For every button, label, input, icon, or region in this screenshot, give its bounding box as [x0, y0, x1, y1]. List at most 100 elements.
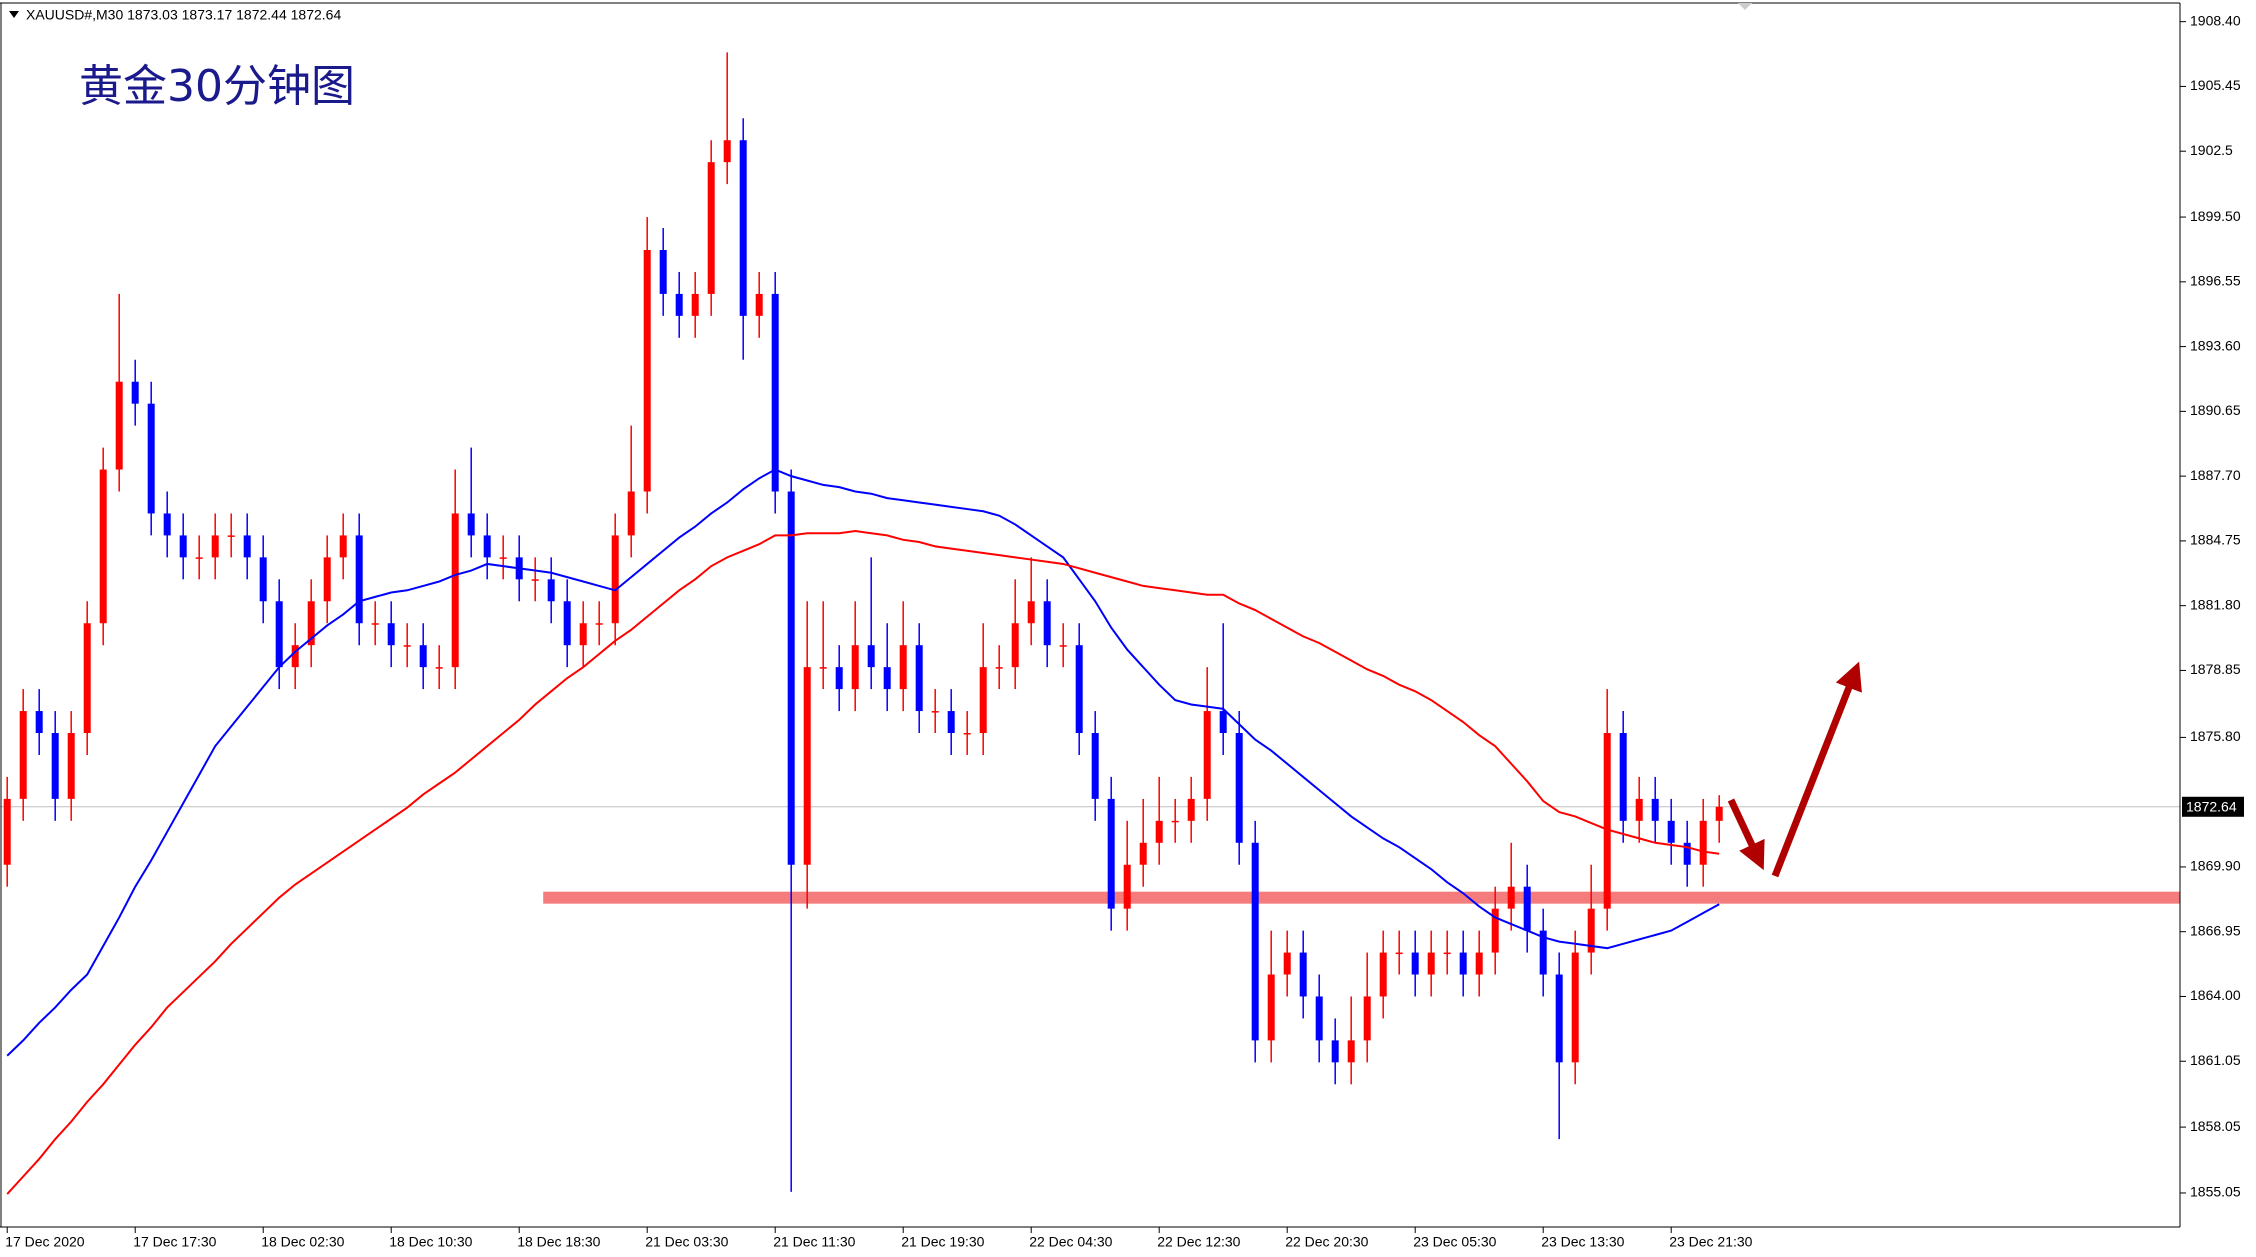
candle-body — [1555, 974, 1563, 1063]
menu-triangle[interactable] — [9, 11, 19, 18]
candle-body — [403, 645, 411, 647]
candle-body — [1491, 908, 1499, 953]
candle-body — [1635, 798, 1643, 821]
candle-body — [115, 381, 123, 470]
candle-body — [211, 535, 219, 558]
x-tick-label: 21 Dec 11:30 — [773, 1234, 855, 1250]
candle-body — [99, 469, 107, 624]
candle-body — [1715, 806, 1723, 821]
support-zone — [543, 891, 2181, 904]
candle-body — [691, 293, 699, 316]
x-tick-label: 22 Dec 20:30 — [1285, 1234, 1368, 1250]
candle-body — [675, 293, 683, 316]
candle-body — [611, 535, 619, 624]
candle-body — [1027, 601, 1035, 624]
symbol-header: XAUUSD#,M30 1873.03 1873.17 1872.44 1872… — [26, 7, 341, 23]
candle-body — [1475, 952, 1483, 975]
y-tick-label: 1908.40 — [2190, 12, 2241, 28]
candle-body — [835, 667, 843, 690]
y-tick-label: 1866.95 — [2190, 922, 2241, 938]
candle-body — [1699, 820, 1707, 865]
candle-body — [195, 557, 203, 559]
candle-body — [1187, 798, 1195, 821]
candle-body — [1395, 952, 1403, 955]
y-tick-label: 1890.65 — [2190, 402, 2241, 418]
candle-body — [339, 535, 347, 558]
candle-body — [1283, 952, 1291, 975]
candle-body — [19, 711, 27, 799]
candle-body — [547, 579, 555, 602]
x-tick-label: 21 Dec 19:30 — [901, 1234, 984, 1250]
y-tick-label: 1878.85 — [2190, 661, 2241, 677]
x-tick-label: 23 Dec 21:30 — [1669, 1234, 1752, 1250]
candle-body — [1155, 820, 1163, 843]
candle-body — [1075, 645, 1083, 734]
candle-body — [643, 249, 651, 492]
candle-body — [1091, 733, 1099, 799]
candle-body — [1651, 798, 1659, 821]
moving-average — [6, 530, 1720, 1195]
candle-body — [963, 733, 971, 735]
x-tick-label: 17 Dec 2020 — [5, 1234, 85, 1250]
candle-body — [755, 293, 763, 316]
candle-body — [67, 733, 75, 799]
candle-body — [627, 491, 635, 536]
candle-body — [851, 645, 859, 690]
candle-body — [1427, 952, 1435, 975]
plot-area — [0, 52, 2181, 1195]
y-tick-label: 1864.00 — [2190, 987, 2241, 1003]
candle-body — [1139, 842, 1147, 865]
x-tick-label: 17 Dec 17:30 — [133, 1234, 216, 1250]
candle-body — [1219, 711, 1227, 734]
y-tick-label: 1887.70 — [2190, 467, 2241, 483]
candle-body — [1411, 952, 1419, 975]
candle-body — [739, 140, 747, 316]
down-arrow — [1727, 798, 1765, 871]
candle-body — [579, 623, 587, 646]
candle-body — [1459, 952, 1467, 975]
moving-average — [6, 468, 1720, 1057]
candle-body — [259, 557, 267, 602]
candle-body — [243, 535, 251, 558]
x-tick-label: 23 Dec 05:30 — [1413, 1234, 1496, 1250]
candle-body — [707, 162, 715, 294]
x-tick-label: 18 Dec 10:30 — [389, 1234, 472, 1250]
x-tick-label: 21 Dec 03:30 — [645, 1234, 728, 1250]
candle-body — [1011, 623, 1019, 668]
candle-body — [979, 667, 987, 734]
y-tick-label: 1858.05 — [2190, 1118, 2241, 1134]
y-tick-label: 1869.90 — [2190, 858, 2241, 874]
candle-body — [1347, 1040, 1355, 1063]
candle-body — [1203, 711, 1211, 799]
candle-body — [419, 645, 427, 668]
candle-body — [787, 491, 795, 865]
y-tick-label: 1861.05 — [2190, 1052, 2241, 1068]
candle-body — [51, 733, 59, 799]
candle-body — [131, 381, 139, 404]
candle-body — [355, 535, 363, 624]
candle-body — [899, 645, 907, 690]
x-tick-label: 18 Dec 02:30 — [261, 1234, 344, 1250]
candle-body — [563, 601, 571, 646]
x-tick-label: 18 Dec 18:30 — [517, 1234, 600, 1250]
candle-body — [1059, 645, 1067, 647]
candle-body — [1123, 864, 1131, 909]
y-tick-label: 1902.5 — [2190, 142, 2233, 158]
candle-body — [1363, 996, 1371, 1041]
candle-body — [1331, 1040, 1339, 1063]
candle-body — [803, 667, 811, 865]
last-price-label: 1872.64 — [2186, 798, 2237, 814]
candle-body — [147, 403, 155, 514]
y-tick-label: 1899.50 — [2190, 208, 2241, 224]
candle-body — [1251, 842, 1259, 1041]
candle-body — [595, 623, 603, 625]
candle-body — [467, 513, 475, 536]
candle-body — [995, 667, 1003, 669]
candle-body — [163, 513, 171, 536]
candle-body — [1571, 952, 1579, 1063]
y-tick-label: 1896.55 — [2190, 273, 2241, 289]
chart-title: 黄金30分钟图 — [79, 61, 355, 112]
